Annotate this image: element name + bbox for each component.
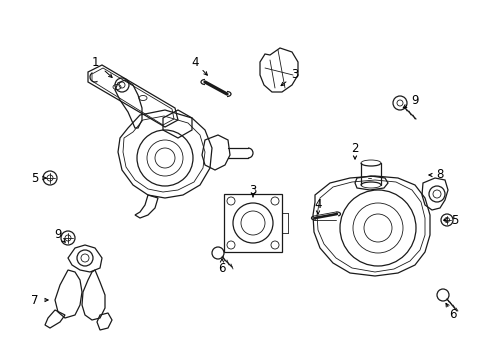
Text: 3: 3 xyxy=(292,68,299,81)
Text: 8: 8 xyxy=(436,168,443,181)
Text: 7: 7 xyxy=(31,293,39,306)
Text: 6: 6 xyxy=(449,309,457,321)
Bar xyxy=(224,194,282,252)
Text: 4: 4 xyxy=(191,55,199,68)
Text: 9: 9 xyxy=(411,94,419,107)
Text: 3: 3 xyxy=(249,184,257,197)
Text: 1: 1 xyxy=(91,55,99,68)
Text: 2: 2 xyxy=(351,141,359,154)
Text: 4: 4 xyxy=(314,198,322,211)
Text: 5: 5 xyxy=(31,171,39,184)
Text: 5: 5 xyxy=(451,213,459,226)
Text: 9: 9 xyxy=(54,229,62,242)
Text: 6: 6 xyxy=(218,261,226,274)
